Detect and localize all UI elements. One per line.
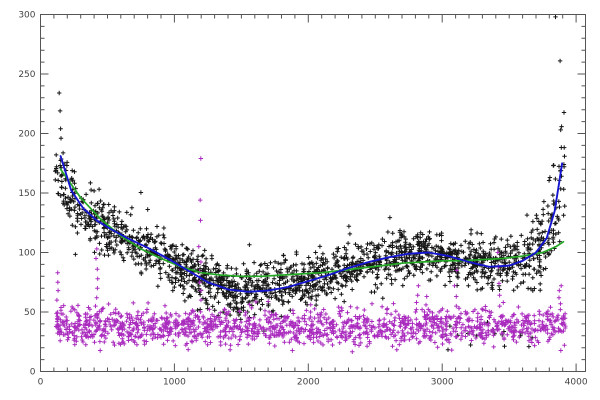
y-tick-label: 300 (18, 11, 35, 21)
y-tick-label: 150 (18, 189, 35, 199)
y-tick-label: 200 (18, 130, 35, 140)
background-scatter (54, 156, 568, 354)
y-tick-label: 250 (18, 70, 35, 80)
x-tick-label: 2000 (297, 378, 320, 388)
smooth-fit-line (59, 168, 565, 278)
raw-data-scatter (53, 14, 567, 352)
y-tick-label: 50 (24, 308, 36, 318)
x-tick-label: 0 (38, 378, 44, 388)
spline-fit-line (59, 155, 564, 293)
y-tick-label: 0 (30, 368, 36, 378)
x-tick-label: 1000 (163, 378, 186, 388)
x-tick-label: 3000 (431, 378, 454, 388)
axis-ticks (40, 14, 586, 372)
x-tick-label: 4000 (565, 378, 588, 388)
y-tick-label: 100 (18, 249, 35, 259)
